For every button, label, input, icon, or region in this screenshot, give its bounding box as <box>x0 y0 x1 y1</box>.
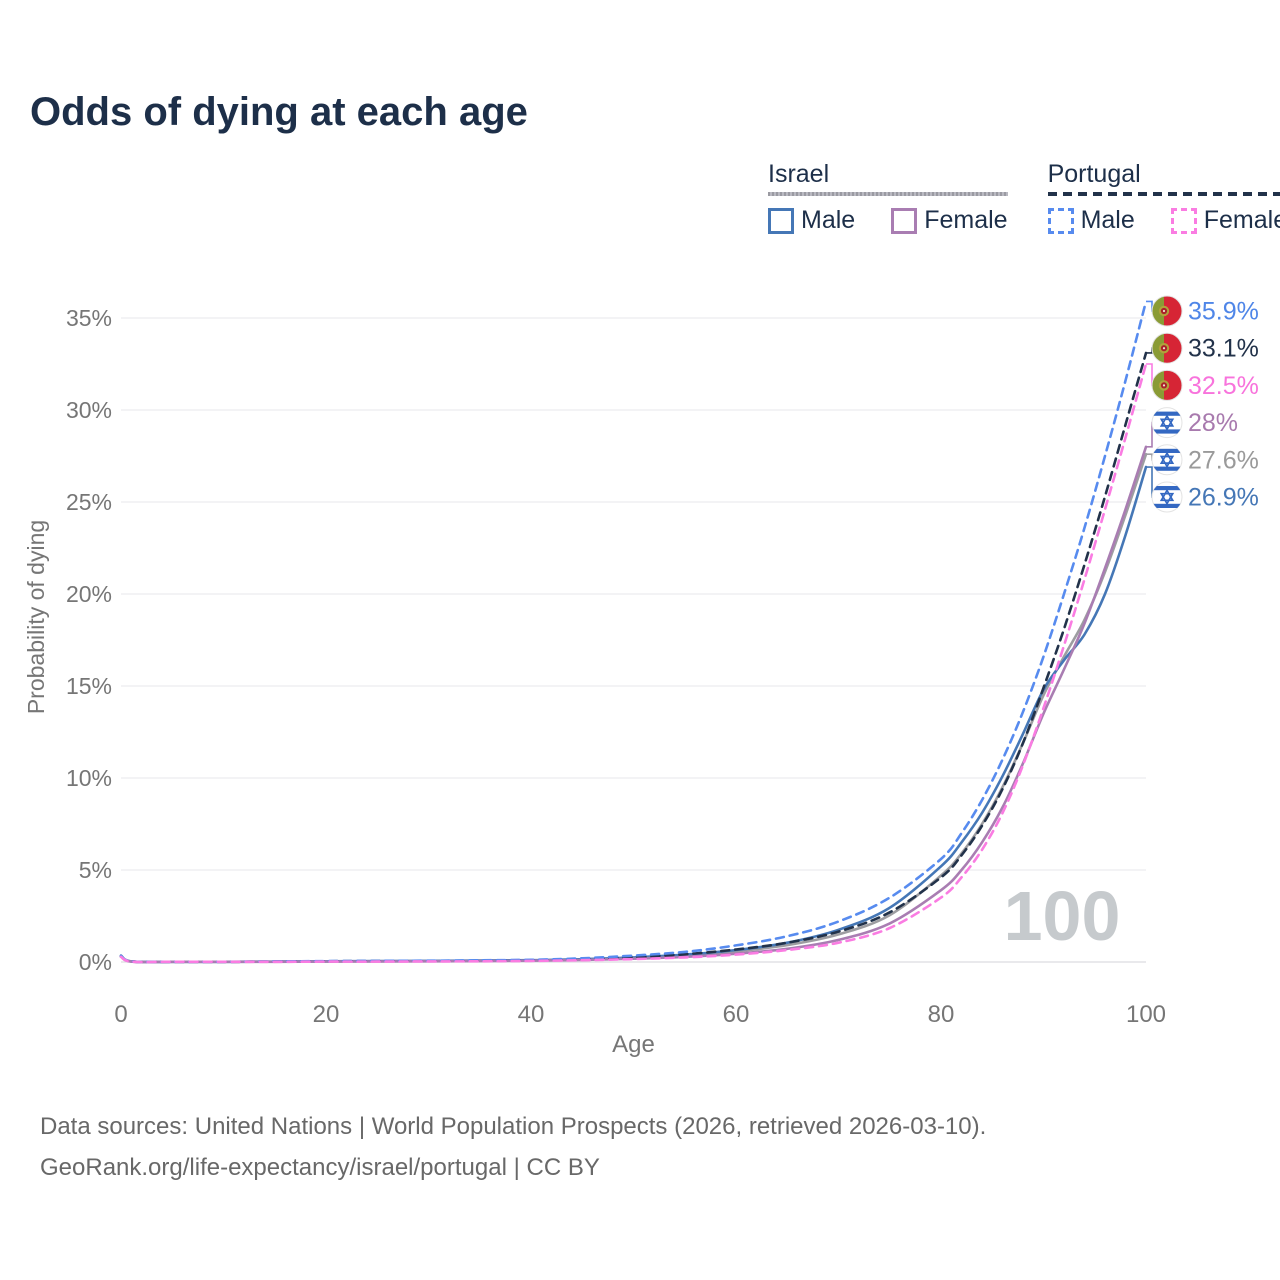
israel-male-label: Male <box>801 206 856 234</box>
series-line-israel_female[interactable] <box>119 445 1148 964</box>
end-value-label-portugal_male: 35.9% <box>1188 298 1259 326</box>
legend-item-portugal-female[interactable]: Female <box>1170 206 1280 235</box>
portugal-flag-icon <box>1151 332 1183 364</box>
legend-portugal-label: Portugal <box>1047 160 1141 188</box>
legend-group-israel: Israel Male Female <box>768 160 1008 235</box>
x-tick-label-0: 0 <box>114 1001 127 1028</box>
end-value-label-portugal_total: 33.1% <box>1188 335 1259 363</box>
footer-data-sources: Data sources: United Nations | World Pop… <box>40 1113 987 1140</box>
footer-attribution: GeoRank.org/life-expectancy/israel/portu… <box>40 1154 600 1181</box>
israel-flag-icon <box>1151 481 1183 513</box>
end-value-label-portugal_female: 32.5% <box>1188 372 1259 400</box>
legend-item-portugal-male[interactable]: Male <box>1047 206 1135 235</box>
x-tick-label-20: 20 <box>313 1001 340 1028</box>
x-tick-label-60: 60 <box>723 1001 750 1028</box>
israel-line-style-sample <box>768 192 1008 196</box>
portugal-female-label: Female <box>1203 206 1280 234</box>
end-value-label-israel_male: 26.9% <box>1188 484 1259 512</box>
y-tick-label-0: 0% <box>79 949 112 975</box>
end-value-label-israel_total: 27.6% <box>1188 446 1259 474</box>
portugal-female-swatch <box>1170 207 1197 234</box>
x-tick-label-80: 80 <box>928 1001 955 1028</box>
israel-female-label: Female <box>924 206 1008 234</box>
israel-female-swatch <box>891 207 918 234</box>
israel-flag-icon <box>1151 444 1183 476</box>
hovered-age-watermark: 100 <box>1004 877 1121 955</box>
y-axis-title: Probability of dying <box>23 520 49 714</box>
legend-item-israel-female[interactable]: Female <box>891 206 1008 235</box>
x-axis-title: Age <box>612 1031 655 1058</box>
legend-israel-label: Israel <box>768 160 830 188</box>
legend-row-portugal: Male Female <box>1047 206 1280 235</box>
y-tick-label-15: 15% <box>66 673 112 699</box>
series-line-israel_total[interactable] <box>119 452 1148 964</box>
y-tick-label-35: 35% <box>66 305 112 331</box>
portugal-line-style-sample <box>1047 192 1280 196</box>
end-value-label-israel_female: 28% <box>1188 409 1238 437</box>
y-tick-label-20: 20% <box>66 581 112 607</box>
legend-portugal-header[interactable]: Portugal <box>1047 160 1280 196</box>
page-title: Odds of dying at each age <box>30 90 528 134</box>
legend-item-israel-male[interactable]: Male <box>768 206 855 235</box>
portugal-male-label: Male <box>1080 206 1135 234</box>
x-tick-label-100: 100 <box>1126 1001 1166 1028</box>
portugal-flag-icon <box>1151 295 1183 327</box>
series-line-portugal_female[interactable] <box>119 362 1148 964</box>
x-tick-label-40: 40 <box>518 1001 545 1028</box>
legend-israel-header[interactable]: Israel <box>768 160 1008 196</box>
y-tick-label-10: 10% <box>66 765 112 791</box>
portugal-flag-icon <box>1151 369 1183 401</box>
y-tick-label-5: 5% <box>79 857 112 883</box>
y-tick-label-25: 25% <box>66 489 112 515</box>
footer: Data sources: United Nations | World Pop… <box>40 1106 986 1188</box>
legend-row-israel: Male Female <box>768 206 1008 235</box>
legend-group-portugal: Portugal Male Female <box>1047 160 1280 235</box>
israel-flag-icon <box>1151 407 1183 439</box>
series-line-israel_male[interactable] <box>119 465 1148 964</box>
legend: Israel Male Female Portugal Male <box>768 160 1280 235</box>
series-line-portugal_male[interactable] <box>119 300 1148 964</box>
portugal-male-swatch <box>1047 207 1074 234</box>
y-tick-label-30: 30% <box>66 397 112 423</box>
israel-male-swatch <box>768 207 794 234</box>
